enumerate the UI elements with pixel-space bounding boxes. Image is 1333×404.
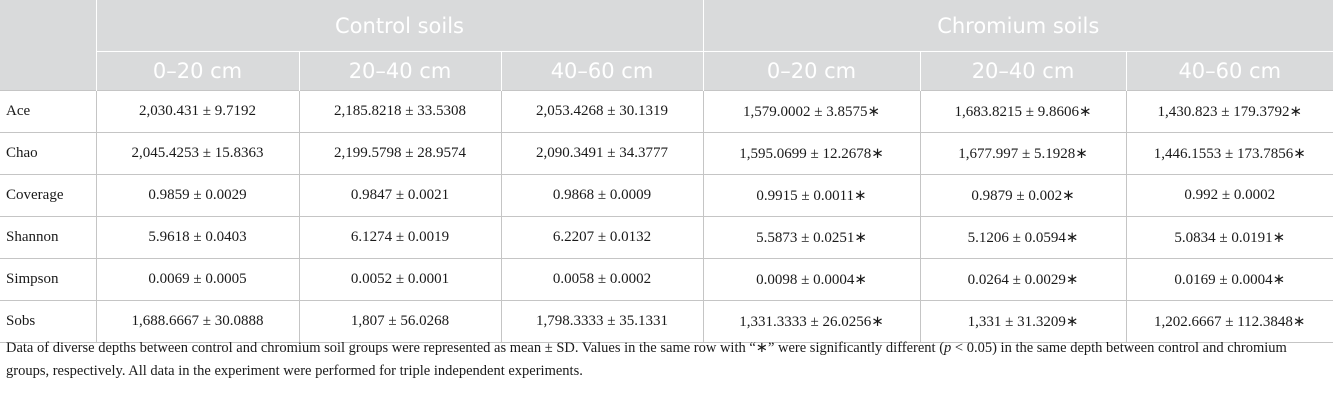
table-cell: 1,331.3333 ± 26.0256∗ <box>702 300 920 343</box>
footnote-p-symbol: p <box>944 340 952 356</box>
table-row-simpson: Simpson 0.0069 ± 0.0005 0.0052 ± 0.0001 … <box>0 258 1333 301</box>
footnote-text-tail: < 0.05) in the same depth between contro… <box>6 340 1287 379</box>
table-cell: 2,199.5798 ± 28.9574 <box>298 132 501 175</box>
table-cell: 2,045.4253 ± 15.8363 <box>95 132 299 175</box>
table-cell: 1,683.8215 ± 9.8606∗ <box>919 90 1126 133</box>
table-cell: 1,798.3333 ± 35.1331 <box>500 300 703 343</box>
table-cell: 0.9868 ± 0.0009 <box>500 174 703 217</box>
depth-header-chromium-0-20: 0–20 cm <box>702 51 920 91</box>
table-cell: 1,595.0699 ± 12.2678∗ <box>702 132 920 175</box>
table-row-coverage: Coverage 0.9859 ± 0.0029 0.9847 ± 0.0021… <box>0 174 1333 217</box>
data-table-container: Control soils Chromium soils 0–20 cm 20–… <box>0 0 1333 343</box>
table-cell: 1,688.6667 ± 30.0888 <box>95 300 299 343</box>
table-cell: 5.9618 ± 0.0403 <box>95 216 299 259</box>
depth-header-control-0-20: 0–20 cm <box>96 51 299 91</box>
table-footnote: Data of diverse depths between control a… <box>6 337 1326 383</box>
table-cell: 0.0052 ± 0.0001 <box>298 258 501 301</box>
table-cell: 0.9915 ± 0.0011∗ <box>702 174 920 217</box>
table-cell: 1,677.997 ± 5.1928∗ <box>919 132 1126 175</box>
corner-cell <box>0 0 97 91</box>
table-cell: 2,053.4268 ± 30.1319 <box>500 90 703 133</box>
row-label: Simpson <box>0 258 96 301</box>
table-cell: 1,807 ± 56.0268 <box>298 300 501 343</box>
table-cell: 1,331 ± 31.3209∗ <box>919 300 1126 343</box>
group-header-row: Control soils Chromium soils <box>0 0 1333 91</box>
row-label: Shannon <box>0 216 96 259</box>
table-cell: 2,030.431 ± 9.7192 <box>95 90 299 133</box>
table-cell: 0.0264 ± 0.0029∗ <box>919 258 1126 301</box>
table-cell: 6.2207 ± 0.0132 <box>500 216 703 259</box>
table-cell: 0.0058 ± 0.0002 <box>500 258 703 301</box>
table-cell: 5.1206 ± 0.0594∗ <box>919 216 1126 259</box>
table-cell: 1,579.0002 ± 3.8575∗ <box>702 90 920 133</box>
group-header-control: Control soils <box>95 0 703 52</box>
row-label: Sobs <box>0 300 96 343</box>
table-cell: 1,446.1553 ± 173.7856∗ <box>1125 132 1333 175</box>
table-cell: 5.5873 ± 0.0251∗ <box>702 216 920 259</box>
row-label: Ace <box>0 90 96 133</box>
table-cell: 1,430.823 ± 179.3792∗ <box>1125 90 1333 133</box>
table-cell: 0.992 ± 0.0002 <box>1125 174 1333 217</box>
group-header-chromium: Chromium soils <box>702 0 1333 52</box>
footnote-text: Data of diverse depths between control a… <box>6 340 945 356</box>
table-cell: 0.0069 ± 0.0005 <box>95 258 299 301</box>
table-cell: 2,185.8218 ± 33.5308 <box>298 90 501 133</box>
soil-diversity-table: Control soils Chromium soils 0–20 cm 20–… <box>0 0 1333 343</box>
depth-header-control-40-60: 40–60 cm <box>500 51 703 91</box>
table-cell: 0.9847 ± 0.0021 <box>298 174 501 217</box>
table-body: Ace 2,030.431 ± 9.7192 2,185.8218 ± 33.5… <box>0 90 1333 343</box>
row-label: Chao <box>0 132 96 175</box>
depth-header-chromium-40-60: 40–60 cm <box>1125 51 1333 91</box>
table-cell: 0.9879 ± 0.002∗ <box>919 174 1126 217</box>
depth-header-chromium-20-40: 20–40 cm <box>919 51 1126 91</box>
table-cell: 2,090.3491 ± 34.3777 <box>500 132 703 175</box>
table-cell: 1,202.6667 ± 112.3848∗ <box>1125 300 1333 343</box>
table-row-chao: Chao 2,045.4253 ± 15.8363 2,199.5798 ± 2… <box>0 132 1333 175</box>
table-cell: 0.9859 ± 0.0029 <box>95 174 299 217</box>
row-label: Coverage <box>0 174 96 217</box>
depth-header-control-20-40: 20–40 cm <box>298 51 501 91</box>
table-cell: 6.1274 ± 0.0019 <box>298 216 501 259</box>
depth-header-row: 0–20 cm 20–40 cm 40–60 cm 0–20 cm 20–40 … <box>0 51 1333 91</box>
table-cell: 0.0098 ± 0.0004∗ <box>702 258 920 301</box>
table-row-shannon: Shannon 5.9618 ± 0.0403 6.1274 ± 0.0019 … <box>0 216 1333 259</box>
table-cell: 0.0169 ± 0.0004∗ <box>1125 258 1333 301</box>
table-row-sobs: Sobs 1,688.6667 ± 30.0888 1,807 ± 56.026… <box>0 300 1333 343</box>
table-row-ace: Ace 2,030.431 ± 9.7192 2,185.8218 ± 33.5… <box>0 90 1333 133</box>
table-header: Control soils Chromium soils 0–20 cm 20–… <box>0 0 1333 91</box>
table-cell: 5.0834 ± 0.0191∗ <box>1125 216 1333 259</box>
